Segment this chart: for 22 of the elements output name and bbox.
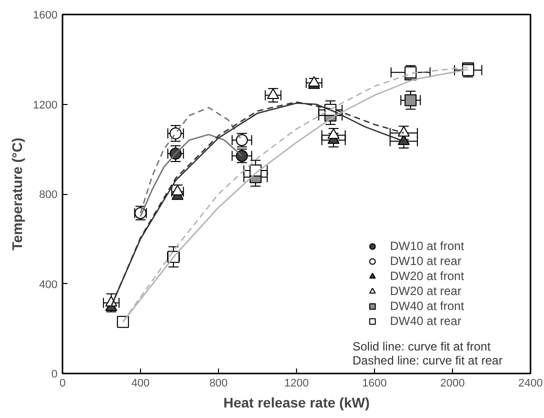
- y-tick-label: 1600: [33, 10, 58, 22]
- x-tick-label: 400: [131, 378, 150, 390]
- y-tick-label: 0: [51, 368, 58, 380]
- legend-label: DW10 at front: [390, 239, 464, 253]
- y-tick-label: 1200: [33, 99, 58, 112]
- x-tick-label: 2000: [440, 378, 465, 390]
- x-tick-label: 800: [209, 378, 228, 390]
- y-tick-label: 400: [39, 278, 58, 291]
- annotation: Solid line: curve fit at front: [352, 340, 492, 354]
- y-tick-label: 800: [39, 189, 58, 201]
- x-tick-label: 0: [59, 378, 66, 390]
- x-tick-label: 1200: [284, 378, 309, 390]
- x-axis-title: Heat release rate (kW): [223, 394, 370, 410]
- legend-label: DW20 at front: [390, 269, 464, 283]
- y-axis-title: Temperature (°C): [9, 138, 26, 250]
- legend-label: DW20 at rear: [390, 284, 462, 298]
- annotation: Dashed line: curve fit at rear: [352, 354, 503, 368]
- x-tick-label: 2400: [518, 378, 543, 390]
- x-tick-label: 1600: [362, 378, 387, 390]
- legend-label: DW40 at front: [390, 299, 464, 313]
- legend-label: DW40 at rear: [390, 314, 462, 328]
- legend-label: DW10 at rear: [390, 254, 462, 268]
